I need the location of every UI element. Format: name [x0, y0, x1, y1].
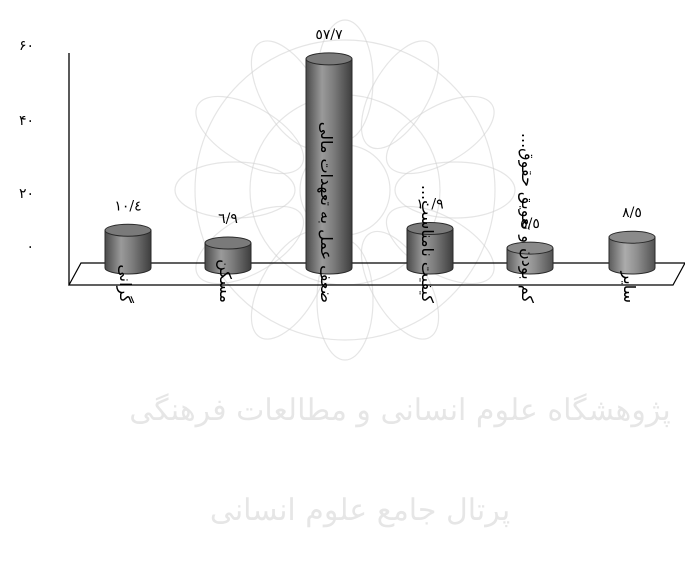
bar-body [406, 227, 454, 275]
bar [305, 52, 353, 275]
data-label: ٥/٥ [520, 216, 540, 232]
category-label: مسکن [215, 259, 235, 303]
watermark-petal [174, 161, 296, 219]
watermark-text-1: پژوهشگاه علوم انسانی و مطالعات فرهنگی [129, 393, 671, 428]
bar-body [506, 247, 554, 275]
watermark: پژوهشگاه علوم انسانی و مطالعات فرهنگی پر… [129, 19, 671, 528]
bar-body [204, 242, 252, 275]
watermark-text-2: پرتال جامع علوم انسانی [210, 493, 510, 528]
bar-body [608, 236, 656, 275]
category-labels: گرانی مسکن ضعف عمل به تعهدات مالی کیفیت نام… [115, 122, 639, 304]
bar-body [305, 58, 353, 275]
bars [104, 52, 656, 275]
watermark-petal [195, 95, 305, 175]
bar-top [406, 221, 454, 235]
data-label: ٦/٩ [218, 211, 238, 227]
bar [406, 221, 454, 275]
watermark-petal [360, 40, 440, 150]
bar [608, 230, 656, 275]
y-tick-label: ۲۰ [19, 186, 34, 202]
bar-body [104, 229, 152, 275]
watermark-petal [385, 95, 495, 175]
bar [104, 223, 152, 275]
data-label: ٨/٥ [622, 205, 642, 221]
data-label: ۱۰/٩ [416, 196, 443, 212]
y-tick-label: ۶۰ [19, 38, 34, 54]
bar [204, 236, 252, 275]
bar-top [608, 230, 656, 244]
category-label: کم بودن و تعویق حقوق... [517, 133, 537, 303]
bar-top [204, 236, 252, 250]
category-label: کیفیت نامناسب... [418, 185, 437, 304]
category-label: سایر [619, 270, 639, 303]
watermark-petal [195, 205, 305, 285]
floor-plane [67, 262, 685, 286]
category-label: ضعف عمل به تعهدات مالی [316, 122, 336, 303]
y-axis-ticks: ۰ ۲۰ ۴۰ ۶۰ [19, 38, 34, 255]
watermark-petal [394, 161, 516, 219]
data-labels: ۱۰/٤ ٦/٩ ٥٧/٧ ۱۰/٩ ٥/٥ ٨/٥ [114, 27, 642, 232]
y-tick-label: ۴۰ [19, 113, 34, 129]
bar-top [506, 241, 554, 255]
bar-top [104, 223, 152, 237]
data-label: ٥٧/٧ [315, 27, 343, 43]
bar [506, 241, 554, 275]
data-label: ۱۰/٤ [114, 198, 141, 214]
y-tick-label: ۰ [26, 239, 34, 255]
category-label: گرانی [115, 264, 135, 303]
bar-top [305, 52, 353, 66]
